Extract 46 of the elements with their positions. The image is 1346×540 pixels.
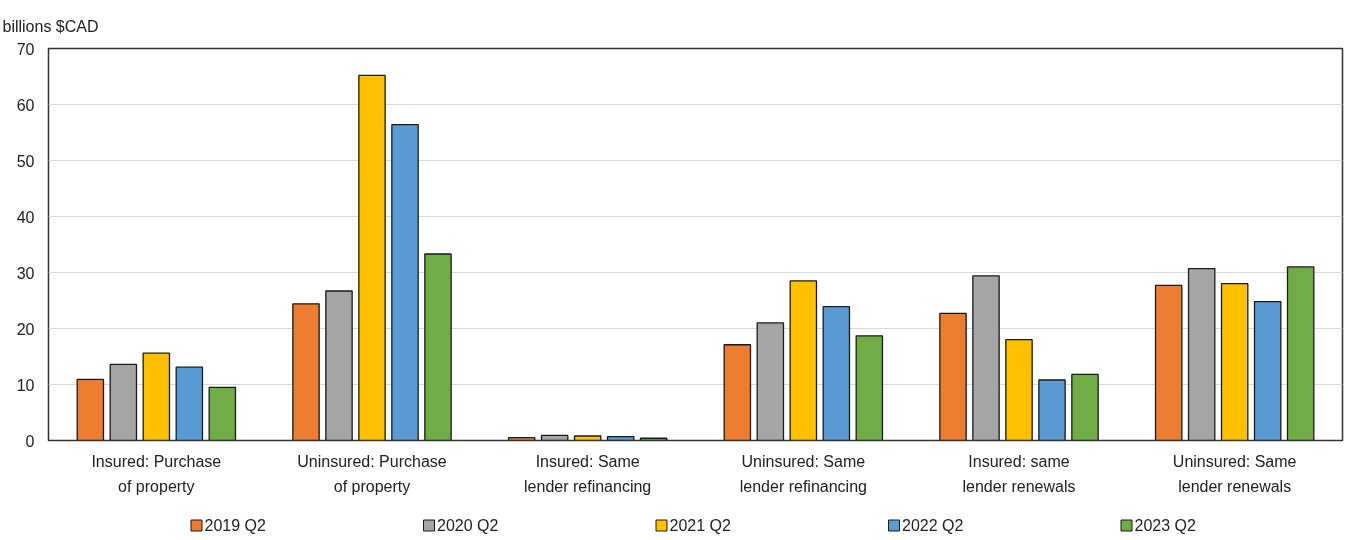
bar <box>1286 266 1315 441</box>
bar <box>756 322 785 441</box>
y-tick-label: 70 <box>16 40 35 58</box>
bar <box>573 435 602 441</box>
bar <box>76 378 105 441</box>
legend-label: 2021 Q2 <box>669 517 731 534</box>
bar <box>292 303 320 441</box>
bar <box>822 306 851 441</box>
bar <box>142 352 171 441</box>
bar <box>1038 379 1066 441</box>
bar <box>358 74 386 441</box>
bar <box>175 366 204 441</box>
bar <box>1005 339 1033 441</box>
bar <box>109 363 138 441</box>
bar <box>723 344 752 441</box>
bar <box>325 290 353 441</box>
bar <box>939 312 967 441</box>
bar <box>424 253 452 441</box>
legend-label: 2020 Q2 <box>437 517 499 534</box>
bar <box>208 386 237 441</box>
x-tick-label: Insured: same lender renewals <box>962 452 1076 495</box>
x-tick-label: Uninsured: Purchase of property <box>297 452 447 495</box>
bar <box>391 124 419 441</box>
x-tick-label: Uninsured: Same lender refinancing <box>739 452 867 495</box>
y-tick-label: 60 <box>16 96 35 114</box>
y-tick-label: 10 <box>16 376 35 394</box>
y-tick-label: 50 <box>16 152 35 170</box>
x-tick-label: Uninsured: Same lender renewals <box>1172 452 1297 495</box>
bar <box>1220 283 1249 441</box>
y-tick-label: 0 <box>25 432 35 450</box>
y-tick-label: 30 <box>16 264 35 282</box>
legend-label: 2023 Q2 <box>1134 517 1196 534</box>
bar <box>855 335 884 441</box>
legend-label: 2019 Q2 <box>204 517 266 534</box>
legend-label: 2022 Q2 <box>902 517 964 534</box>
bar <box>1187 267 1216 441</box>
y-axis-title: billions $CAD <box>2 17 99 35</box>
bar <box>789 280 818 441</box>
x-tick-label: Insured: Purchase of property <box>91 452 222 495</box>
bar <box>1071 373 1099 441</box>
bar <box>1253 300 1282 441</box>
bar <box>972 275 1000 441</box>
y-tick-label: 40 <box>16 208 35 226</box>
bar <box>1154 284 1183 441</box>
y-tick-label: 20 <box>16 320 35 338</box>
x-tick-label: Insured: Same lender refinancing <box>524 452 652 495</box>
